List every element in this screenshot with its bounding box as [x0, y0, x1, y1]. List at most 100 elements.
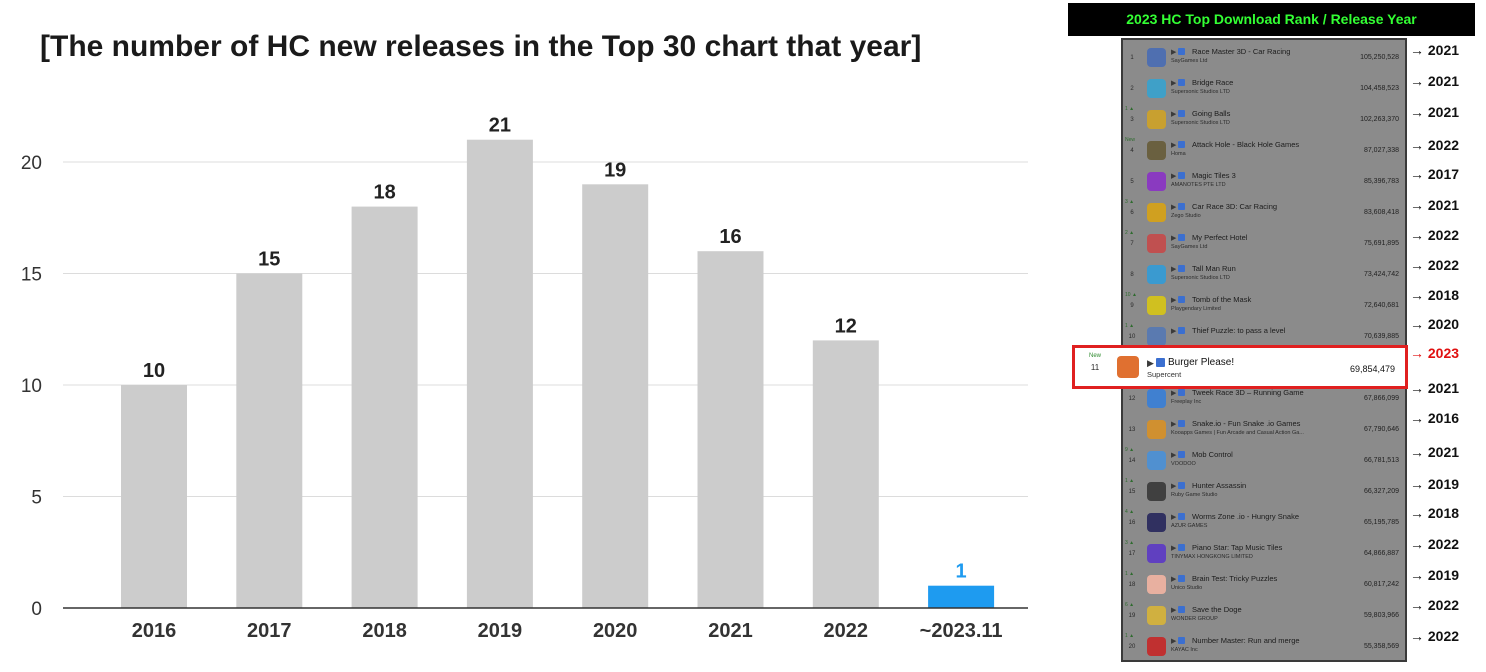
app-store-icon: [1178, 48, 1186, 55]
store-icons: ▶: [1171, 482, 1186, 490]
developer-name: TINYMAX HONGKONG LIMITED: [1171, 554, 1253, 560]
panel-header: 2023 HC Top Download Rank / Release Year: [1068, 3, 1475, 36]
app-name: Hunter Assassin: [1192, 481, 1247, 490]
rank-number: 18: [1128, 582, 1136, 588]
x-tick-label: 2019: [478, 620, 523, 642]
app-store-icon: [1178, 389, 1186, 396]
x-tick-label: 2021: [708, 620, 753, 642]
rank-row: New 4 ▶ Attack Hole - Black Hole Games Homa 8…: [1123, 135, 1405, 166]
rank-change: 1 ▲: [1125, 571, 1135, 577]
release-year-label: → 2022: [1410, 137, 1460, 153]
app-name: Tall Man Run: [1192, 264, 1236, 273]
app-icon: [1147, 420, 1166, 439]
rank-number: 10: [1128, 334, 1136, 340]
release-year-label: → 2021: [1410, 73, 1460, 89]
app-icon: [1147, 637, 1166, 656]
release-year-label: → 2019: [1410, 476, 1460, 492]
developer-name: SayGames Ltd: [1171, 244, 1208, 250]
store-icons: ▶: [1171, 327, 1186, 335]
bar-value-label: 16: [719, 226, 741, 248]
store-icons: ▶: [1171, 637, 1186, 645]
app-icon: [1147, 327, 1166, 346]
app-store-icon: [1178, 544, 1186, 551]
app-name: Attack Hole - Black Hole Games: [1192, 140, 1300, 149]
rank-row: 5 ▶ Magic Tiles 3 AMANOTES PTE LTD 85,396,78…: [1123, 166, 1405, 197]
store-icons: ▶: [1171, 420, 1186, 428]
release-year-label: → 2020: [1410, 316, 1460, 332]
bar-value-label: 15: [258, 249, 280, 271]
app-name: Snake.io - Fun Snake .io Games: [1192, 419, 1301, 428]
developer-name: Freeplay Inc: [1171, 399, 1202, 405]
bar: [351, 206, 418, 608]
bar-value-label: 21: [489, 115, 511, 137]
app-store-icon: [1178, 420, 1186, 427]
release-year-label: → 2018: [1410, 505, 1460, 521]
download-count: 85,396,783: [1363, 178, 1399, 185]
store-icons: ▶: [1171, 544, 1186, 552]
app-store-icon: [1155, 358, 1165, 367]
app-name: Mob Control: [1192, 450, 1233, 459]
y-tick-label: 10: [21, 376, 42, 397]
download-count: 72,640,681: [1363, 302, 1399, 309]
developer-name: Zego Studio: [1171, 213, 1201, 219]
download-count: 83,608,418: [1363, 209, 1399, 216]
developer-name: Homa: [1171, 151, 1186, 157]
rank-number: 1: [1130, 55, 1134, 61]
store-icons: ▶: [1171, 172, 1186, 180]
app-name: Tweek Race 3D – Running Game: [1192, 388, 1304, 397]
release-year-label: → 2018: [1410, 287, 1460, 303]
rank-change: 1 ▲: [1125, 385, 1135, 391]
app-store-icon: [1178, 172, 1186, 179]
rank-number: 19: [1128, 613, 1136, 619]
store-icons: ▶: [1171, 79, 1186, 87]
release-year-label: → 2022: [1410, 257, 1460, 273]
app-icon: [1147, 575, 1166, 594]
store-icons: ▶: [1171, 575, 1186, 583]
rank-change: 2 ▲: [1125, 230, 1135, 236]
developer-name: Supersonic Studios LTD: [1171, 275, 1230, 281]
app-store-icon: [1178, 141, 1186, 148]
release-year-label: → 2019: [1410, 567, 1460, 583]
app-icon: [1147, 265, 1166, 284]
app-store-icon: [1178, 513, 1186, 520]
app-name: Number Master: Run and merge: [1192, 636, 1300, 645]
app-icon: [1147, 79, 1166, 98]
rank-row: 1 ▲ 12 ▶ Tweek Race 3D – Running Game Freepl…: [1123, 383, 1405, 414]
app-store-icon: [1178, 203, 1186, 210]
app-name: Going Balls: [1192, 109, 1231, 118]
app-name: Burger Please!: [1168, 357, 1235, 368]
download-count: 64,866,887: [1363, 550, 1399, 557]
app-icon: [1147, 141, 1166, 160]
download-count: 105,250,528: [1360, 54, 1399, 61]
release-year-label: → 2021: [1410, 444, 1460, 460]
developer-name: Kooapps Games | Fun Arcade and Casual Ac…: [1171, 430, 1304, 436]
download-count: 69,854,479: [1349, 364, 1395, 374]
bar: [697, 251, 764, 608]
app-name: Bridge Race: [1192, 78, 1234, 87]
download-count: 102,263,370: [1360, 116, 1399, 123]
rank-change: 1 ▲: [1125, 478, 1135, 484]
rank-change: 9 ▲: [1125, 447, 1135, 453]
release-year-label: → 2023: [1410, 345, 1460, 361]
release-year-label: → 2022: [1410, 536, 1460, 552]
store-icons: ▶: [1147, 358, 1165, 369]
x-tick-label: 2017: [247, 620, 292, 642]
bar: [466, 139, 533, 608]
store-icons: ▶: [1171, 451, 1186, 459]
rank-number: 9: [1130, 303, 1134, 309]
rank-row: 6 ▲ 19 ▶ Save the Doge WONDER GROUP 59,803,96…: [1123, 600, 1405, 631]
download-count: 66,327,209: [1363, 488, 1399, 495]
app-name: Save the Doge: [1192, 605, 1242, 614]
bar-chart: 0 5 10 15 20 10 2016 15 2017 18 2018 21 2019 19 2020 16…: [21, 115, 1028, 642]
download-count: 59,803,966: [1363, 612, 1399, 619]
highlighted-rank-row: New 11 ▶ Burger Please! Supercent 69,854,479: [1072, 345, 1408, 389]
app-name: Magic Tiles 3: [1192, 171, 1236, 180]
rank-row: 1 ▲ 20 ▶ Number Master: Run and merge KAYAC …: [1123, 631, 1405, 662]
app-icon: [1147, 296, 1166, 315]
y-tick-label: 5: [31, 488, 42, 509]
app-store-icon: [1178, 110, 1186, 117]
store-icons: ▶: [1171, 389, 1186, 397]
app-store-icon: [1178, 606, 1186, 613]
bar: [582, 184, 649, 609]
y-tick-label: 20: [21, 153, 42, 174]
